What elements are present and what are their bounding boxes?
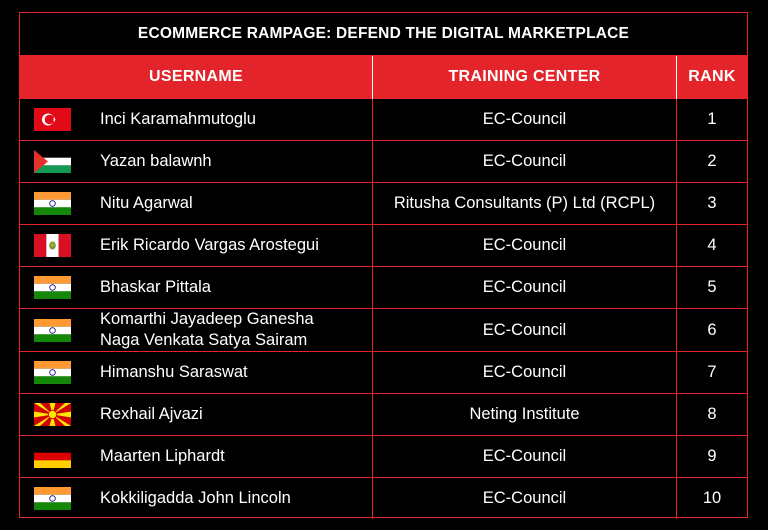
training-center-cell: EC-Council [372, 351, 677, 394]
table-row: Rexhail Ajvazi Neting Institute 8 [20, 393, 747, 436]
column-training-center: TRAINING CENTER [372, 56, 677, 99]
training-center-cell: EC-Council [372, 308, 677, 352]
username-cell: Inci Karamahmutoglu [100, 110, 256, 128]
rank-cell: 1 [676, 98, 747, 141]
peru-flag-icon [34, 234, 71, 257]
column-rank: RANK [676, 56, 747, 99]
table-row: Kokkiligadda John Lincoln EC-Council 10 [20, 477, 747, 519]
rank-cell: 3 [676, 182, 747, 225]
username-cell: Erik Ricardo Vargas Arostegui [100, 236, 319, 254]
username-cell: Himanshu Saraswat [100, 363, 248, 381]
training-center-cell: EC-Council [372, 266, 677, 309]
header-row: USERNAME TRAINING CENTER RANK [20, 56, 747, 99]
rank-cell: 6 [676, 308, 747, 352]
india-flag-icon [34, 192, 71, 215]
table-row: Inci Karamahmutoglu EC-Council 1 [20, 98, 747, 141]
germany-flag-icon [34, 445, 71, 468]
table-row: Himanshu Saraswat EC-Council 7 [20, 351, 747, 394]
table-row: Bhaskar Pittala EC-Council 5 [20, 266, 747, 309]
leaderboard-title: ECOMMERCE RAMPAGE: DEFEND THE DIGITAL MA… [20, 13, 747, 56]
username-cell: Yazan balawnh [100, 152, 212, 170]
macedonia-flag-icon [34, 403, 71, 426]
rank-cell: 2 [676, 140, 747, 183]
table-row: Erik Ricardo Vargas Arostegui EC-Council… [20, 224, 747, 267]
india-flag-icon [34, 276, 71, 299]
leaderboard-table: USERNAME TRAINING CENTER RANK Inci Karam… [20, 56, 747, 519]
training-center-cell: EC-Council [372, 435, 677, 478]
training-center-cell: Ritusha Consultants (P) Ltd (RCPL) [372, 182, 677, 225]
username-cell: Rexhail Ajvazi [100, 405, 203, 423]
username-cell: Bhaskar Pittala [100, 278, 211, 296]
turkey-flag-icon [34, 108, 71, 131]
rank-cell: 10 [676, 477, 747, 519]
rank-cell: 7 [676, 351, 747, 394]
rank-cell: 4 [676, 224, 747, 267]
training-center-cell: EC-Council [372, 224, 677, 267]
training-center-cell: Neting Institute [372, 393, 677, 436]
username-cell: Maarten Liphardt [100, 447, 225, 465]
table-row: Maarten Liphardt EC-Council 9 [20, 435, 747, 478]
training-center-cell: EC-Council [372, 477, 677, 519]
rank-cell: 5 [676, 266, 747, 309]
column-username: USERNAME [20, 56, 373, 99]
india-flag-icon [34, 361, 71, 384]
table-row: Yazan balawnh EC-Council 2 [20, 140, 747, 183]
rank-cell: 9 [676, 435, 747, 478]
india-flag-icon [34, 318, 71, 342]
training-center-cell: EC-Council [372, 140, 677, 183]
rank-cell: 8 [676, 393, 747, 436]
india-flag-icon [34, 487, 71, 510]
username-cell: Komarthi Jayadeep Ganesha Naga Venkata Sa… [100, 310, 314, 349]
leaderboard: ECOMMERCE RAMPAGE: DEFEND THE DIGITAL MA… [19, 12, 748, 519]
username-cell: Nitu Agarwal [100, 194, 193, 212]
table-row: Komarthi Jayadeep Ganesha Naga Venkata Sa… [20, 308, 747, 352]
palestine-flag-icon [34, 150, 71, 173]
username-cell: Kokkiligadda John Lincoln [100, 489, 291, 507]
table-row: Nitu Agarwal Ritusha Consultants (P) Ltd… [20, 182, 747, 225]
training-center-cell: EC-Council [372, 98, 677, 141]
